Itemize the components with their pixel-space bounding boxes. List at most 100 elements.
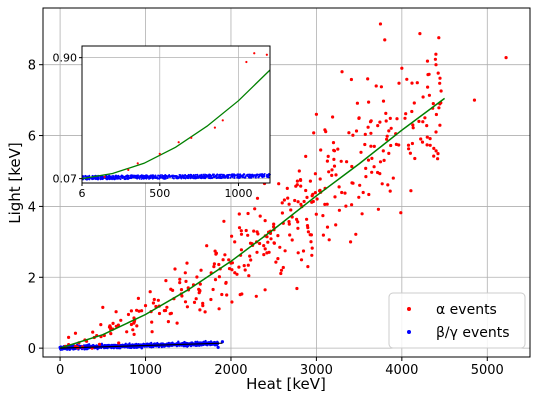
alpha-point <box>380 182 384 186</box>
plot-frame <box>42 7 531 358</box>
alpha-point <box>272 225 276 229</box>
alpha-point <box>266 240 270 244</box>
alpha-point <box>198 282 202 286</box>
alpha-point <box>278 245 282 249</box>
inset-beta-gamma-point <box>229 176 232 179</box>
alpha-point <box>242 264 246 268</box>
y-tick-label: 2 <box>28 271 36 286</box>
alpha-point <box>370 170 374 174</box>
inset-beta-gamma-point <box>91 178 93 181</box>
alpha-point <box>282 198 286 202</box>
inset-beta-gamma-point <box>151 177 154 180</box>
inset-x-tick-label: 1000 <box>225 187 253 200</box>
inset-beta-gamma-point <box>127 178 129 181</box>
x-tick-label: 1000 <box>129 363 162 378</box>
alpha-point <box>472 98 477 102</box>
alpha-point <box>349 77 353 82</box>
alpha-point <box>504 56 508 60</box>
alpha-point <box>407 147 411 151</box>
alpha-point <box>381 99 386 103</box>
alpha-point <box>340 190 344 195</box>
alpha-point <box>162 309 166 313</box>
alpha-point <box>343 191 347 195</box>
inset-beta-gamma-point <box>140 174 143 177</box>
alpha-point <box>378 160 383 164</box>
alpha-point <box>150 330 154 334</box>
inset-beta-gamma-point <box>227 174 230 177</box>
alpha-point <box>399 211 403 215</box>
legend-beta-label: β/γ events <box>436 325 510 341</box>
alpha-point <box>117 341 121 345</box>
beta-gamma-point <box>131 346 134 349</box>
inset-beta-gamma-point <box>166 177 169 180</box>
alpha-point <box>227 267 232 271</box>
inset-beta-gamma-point <box>251 174 254 177</box>
alpha-point <box>389 126 393 130</box>
inset-beta-gamma-point <box>189 176 192 179</box>
alpha-point <box>135 308 139 312</box>
inset-beta-gamma-point <box>120 174 123 177</box>
alpha-point <box>99 323 103 327</box>
alpha-point <box>294 184 298 188</box>
alpha-point <box>408 151 412 155</box>
inset-beta-gamma-point <box>167 174 170 177</box>
beta-gamma-point <box>183 345 186 348</box>
alpha-point <box>400 66 404 70</box>
alpha-point <box>332 164 337 168</box>
alpha-point <box>425 124 429 128</box>
alpha-point <box>262 253 266 257</box>
inset-beta-gamma-point <box>268 173 270 175</box>
alpha-point <box>129 322 133 327</box>
inset-beta-gamma-point <box>126 175 128 178</box>
inset-beta-gamma-point <box>109 178 112 180</box>
alpha-point <box>323 128 327 132</box>
inset-beta-gamma-point <box>200 177 202 180</box>
alpha-point <box>434 112 438 117</box>
alpha-point <box>212 265 216 269</box>
alpha-point <box>143 304 148 308</box>
alpha-point <box>395 117 399 121</box>
alpha-point <box>289 208 293 212</box>
alpha-point <box>310 194 314 198</box>
inset-data <box>81 52 271 181</box>
beta-gamma-point <box>170 342 174 345</box>
inset-beta-gamma-point <box>225 175 228 178</box>
inset-beta-gamma-point <box>195 175 197 178</box>
inset-beta-gamma-point <box>124 178 127 181</box>
alpha-point <box>310 246 314 250</box>
alpha-point <box>280 211 284 215</box>
alpha-point <box>180 294 184 298</box>
inset-beta-gamma-point <box>267 176 270 179</box>
inset-alpha-point <box>245 60 248 64</box>
inset-x-tick-label: 500 <box>149 187 170 200</box>
inset-beta-gamma-point <box>139 176 142 179</box>
alpha-point <box>332 157 336 161</box>
alpha-point <box>227 258 231 262</box>
inset-beta-gamma-point <box>149 176 152 179</box>
alpha-point <box>337 185 341 189</box>
beta-gamma-point <box>84 345 87 348</box>
alpha-point <box>119 318 123 322</box>
alpha-point <box>140 309 144 313</box>
alpha-point <box>312 131 316 135</box>
alpha-point <box>309 240 313 244</box>
alpha-point <box>426 85 430 89</box>
alpha-point <box>247 274 251 278</box>
beta-gamma-point <box>121 343 124 346</box>
alpha-point <box>91 330 95 334</box>
inset-alpha-point <box>265 53 268 56</box>
inset-alpha-point <box>103 175 106 178</box>
inset-beta-gamma-point <box>137 176 140 179</box>
inset-fit-line <box>81 69 271 180</box>
alpha-point <box>311 199 315 204</box>
alpha-point <box>280 201 284 205</box>
alpha-point <box>243 268 247 272</box>
alpha-point <box>295 217 299 221</box>
alpha-point <box>431 102 435 106</box>
inset-beta-gamma-point <box>184 174 187 177</box>
alpha-point <box>148 290 152 294</box>
inset-beta-gamma-point <box>202 175 205 177</box>
alpha-point <box>413 156 417 161</box>
alpha-point <box>364 175 368 179</box>
